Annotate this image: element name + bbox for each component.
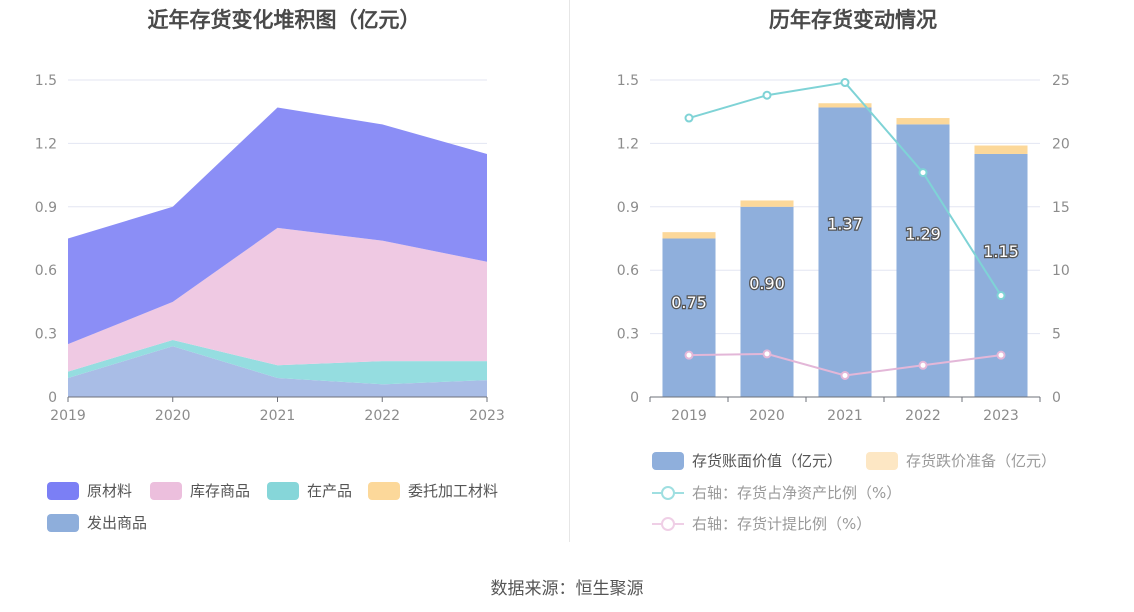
x-tick-label: 2019	[671, 408, 707, 424]
y2-tick-label: 20	[1052, 136, 1070, 152]
bar-book-value	[818, 107, 872, 398]
left-chart-title: 近年存货变化堆积图（亿元）	[147, 8, 421, 32]
legend-label-finished-goods: 库存商品	[190, 482, 251, 500]
y-tick-label: 0.6	[617, 263, 639, 279]
line-point	[996, 291, 1006, 301]
legend-swatch-book-value	[652, 451, 684, 470]
line-point	[684, 350, 694, 360]
legend-item-provision-ratio[interactable]: 右轴：存货计提比例（%）	[652, 513, 871, 534]
y2-tick-label: 10	[1052, 263, 1070, 279]
legend-label-wip: 在产品	[307, 482, 353, 500]
data-source-footer: 数据来源：恒生聚源	[490, 579, 644, 599]
y-tick-label: 0	[48, 390, 57, 406]
x-tick-label: 2021	[260, 408, 296, 424]
y-tick-label: 1.2	[617, 136, 639, 152]
legend-item-raw-materials[interactable]: 原材料	[47, 480, 132, 501]
y-tick-label: 1.2	[35, 136, 57, 152]
panel-divider	[569, 0, 570, 542]
bar-value-label: 1.29	[905, 224, 941, 243]
legend-label-consigned-materials: 委托加工材料	[408, 482, 499, 500]
legend-swatch-finished-goods	[150, 481, 182, 500]
legend-item-consigned-materials[interactable]: 委托加工材料	[368, 480, 498, 501]
bar-book-value	[740, 206, 794, 397]
bar-value-label: 0.90	[749, 274, 785, 293]
bar-book-value	[974, 153, 1028, 397]
line-point	[762, 349, 772, 359]
y-tick-label: 0.9	[617, 200, 639, 216]
legend-item-finished-goods[interactable]: 库存商品	[150, 480, 250, 501]
legend-label-book-value: 存货账面价值（亿元）	[692, 452, 843, 470]
y-tick-label: 0.3	[617, 327, 639, 343]
y2-tick-label: 15	[1052, 200, 1070, 216]
legend-item-provision[interactable]: 存货跌价准备（亿元）	[866, 450, 1056, 471]
line-point	[918, 360, 928, 370]
bar-provision	[896, 118, 950, 125]
x-tick-label: 2022	[364, 408, 400, 424]
x-tick-label: 2023	[983, 408, 1019, 424]
area-series	[68, 227, 487, 372]
bar-value-label: 1.37	[827, 214, 863, 233]
y-tick-label: 0.6	[35, 263, 57, 279]
legend-item-wip[interactable]: 在产品	[267, 480, 352, 501]
legend-swatch-consigned-materials	[368, 481, 400, 500]
bar-value-label: 1.15	[983, 242, 1019, 261]
line-point	[762, 90, 772, 100]
x-tick-label: 2023	[469, 408, 505, 424]
y2-tick-label: 0	[1052, 390, 1061, 406]
legend-label-goods-shipped: 发出商品	[87, 514, 148, 532]
y-tick-label: 1.5	[617, 73, 639, 89]
left-chart-panel: 近年存货变化堆积图（亿元） 0 0.3 0.6 0.9 1.2 1.5 2019 2020 20…	[0, 0, 568, 560]
y-tick-label: 0.3	[35, 327, 57, 343]
line-point	[840, 370, 850, 380]
legend-label-net-asset-ratio: 右轴：存货占净资产比例（%）	[692, 484, 902, 502]
bar-line-combo-chart: 0 0.3 0.6 0.9 1.2 1.5 0 5 10 15 20 25 0.75 0.90 1.37 1.…	[617, 73, 1070, 424]
legend-item-book-value[interactable]: 存货账面价值（亿元）	[652, 450, 842, 471]
bar-book-value	[662, 238, 716, 397]
right-chart-panel: 历年存货变动情况 0 0.3 0.6 0.9 1.2 1.5 0 5 10 15 20 25 0.75 0…	[572, 0, 1134, 560]
legend-label-raw-materials: 原材料	[87, 482, 133, 500]
x-tick-label: 2019	[50, 408, 86, 424]
bar-provision	[818, 103, 872, 108]
y-tick-label: 0	[630, 390, 639, 406]
y-tick-label: 0.9	[35, 200, 57, 216]
x-tick-label: 2021	[827, 408, 863, 424]
line-point	[684, 113, 694, 123]
x-tick-label: 2020	[155, 408, 191, 424]
bar-provision	[662, 232, 716, 239]
x-tick-label: 2022	[905, 408, 941, 424]
bar-provision	[740, 200, 794, 207]
bar-value-label: 0.75	[671, 293, 707, 312]
x-tick-label: 2020	[749, 408, 785, 424]
legend-item-net-asset-ratio[interactable]: 右轴：存货占净资产比例（%）	[652, 482, 901, 503]
legend-label-provision-ratio: 右轴：存货计提比例（%）	[692, 515, 872, 533]
area-series	[68, 107, 487, 345]
legend-item-goods-shipped[interactable]: 发出商品	[47, 512, 147, 533]
line-point	[840, 78, 850, 88]
legend-swatch-net-asset-ratio	[652, 484, 684, 502]
legend-swatch-raw-materials	[47, 481, 79, 500]
right-chart-title: 历年存货变动情况	[769, 8, 937, 32]
legend-swatch-provision	[866, 451, 898, 470]
bar-book-value	[896, 124, 950, 397]
bar-provision	[974, 145, 1028, 154]
legend-swatch-wip	[267, 481, 299, 500]
line-point	[996, 350, 1006, 360]
y2-tick-label: 25	[1052, 73, 1070, 89]
y2-tick-label: 5	[1052, 327, 1061, 343]
line-point	[918, 168, 928, 178]
legend-swatch-goods-shipped	[47, 513, 79, 532]
stacked-area-chart: 0 0.3 0.6 0.9 1.2 1.5 2019 2020 2021 2022 2023	[35, 73, 505, 424]
area-series	[68, 339, 487, 385]
y-tick-label: 1.5	[35, 73, 57, 89]
legend-swatch-provision-ratio	[652, 515, 684, 533]
legend-label-provision: 存货跌价准备（亿元）	[906, 452, 1057, 470]
